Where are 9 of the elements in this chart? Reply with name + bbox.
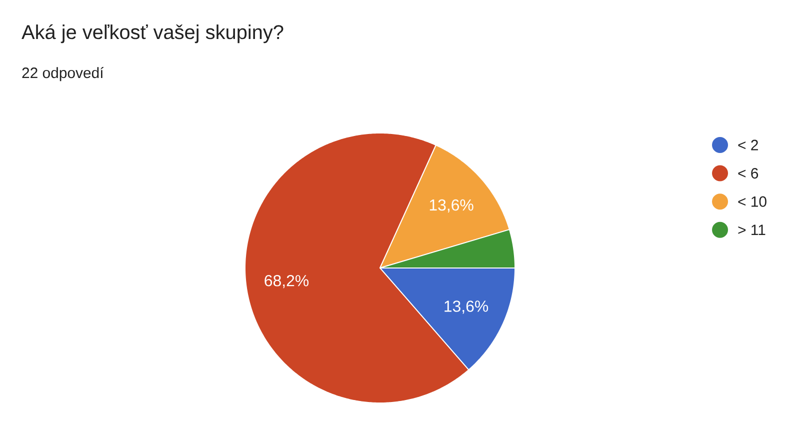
legend-label: > 11 xyxy=(738,224,766,236)
legend-label: < 6 xyxy=(738,168,758,179)
data-label: 68,2% xyxy=(264,275,309,288)
data-label: 13,6% xyxy=(430,199,474,213)
text: 22 odpovedí xyxy=(22,66,104,82)
chart-title: Aká je veľkosť vašej skupiny? xyxy=(22,24,284,44)
legend-label: < 2 xyxy=(738,140,758,150)
data-label: 13,6% xyxy=(444,300,488,314)
legend-label: < 10 xyxy=(738,196,766,207)
